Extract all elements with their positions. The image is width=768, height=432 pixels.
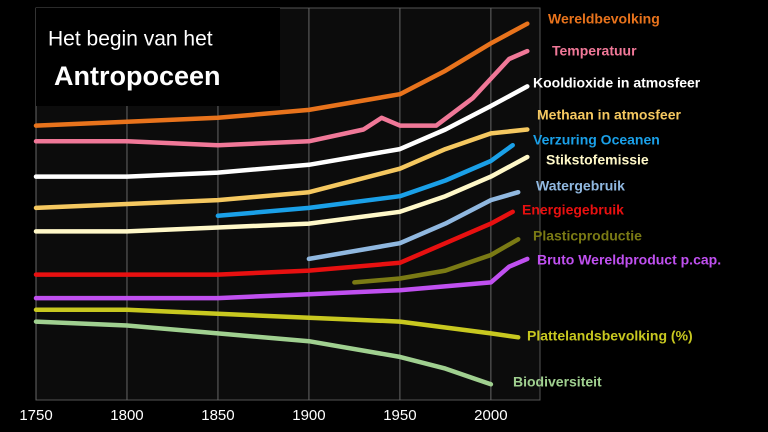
series-line — [33, 319, 494, 387]
x-tick-label: 1750 — [19, 407, 52, 424]
series-line — [33, 84, 530, 179]
series-line — [33, 256, 530, 301]
series-label: Methaan in atmosfeer — [537, 107, 681, 123]
series-label: Verzuring Oceanen — [533, 132, 660, 148]
series-line — [306, 189, 521, 262]
x-tick-label: 1950 — [383, 407, 416, 424]
labels: Wereldbevolking Temperatuur Kooldioxide in… — [513, 11, 721, 390]
series-line — [33, 127, 530, 211]
series-label: Energiegebruik — [522, 202, 624, 218]
series-label: Stikstofemissie — [546, 152, 649, 168]
chart-title: Het begin van het — [48, 28, 213, 51]
x-tick-label: 1900 — [292, 407, 325, 424]
series-line — [33, 307, 521, 340]
series-label: Plasticproductie — [533, 228, 642, 244]
series-label: Plattelandsbevolking (%) — [527, 328, 693, 344]
x-tick-label: 1800 — [110, 407, 143, 424]
series-label: Watergebruik — [536, 178, 625, 194]
series-label: Bruto Wereldproduct p.cap. — [537, 252, 721, 268]
x-tick-label: 1850 — [201, 407, 234, 424]
series-line — [33, 21, 530, 128]
series-label: Temperatuur — [552, 43, 637, 59]
series-line — [215, 142, 515, 219]
lines — [33, 21, 530, 387]
title-box — [36, 8, 280, 106]
series-label: Kooldioxide in atmosfeer — [533, 75, 701, 91]
series-label: Wereldbevolking — [548, 11, 660, 27]
x-tick-label: 2000 — [474, 407, 507, 424]
series-line — [33, 209, 515, 277]
chart-subtitle: Antropoceen — [54, 61, 221, 91]
series-label: Biodiversiteit — [513, 374, 602, 390]
series-line — [352, 237, 521, 285]
series-line — [33, 48, 530, 148]
series-line — [33, 154, 530, 234]
